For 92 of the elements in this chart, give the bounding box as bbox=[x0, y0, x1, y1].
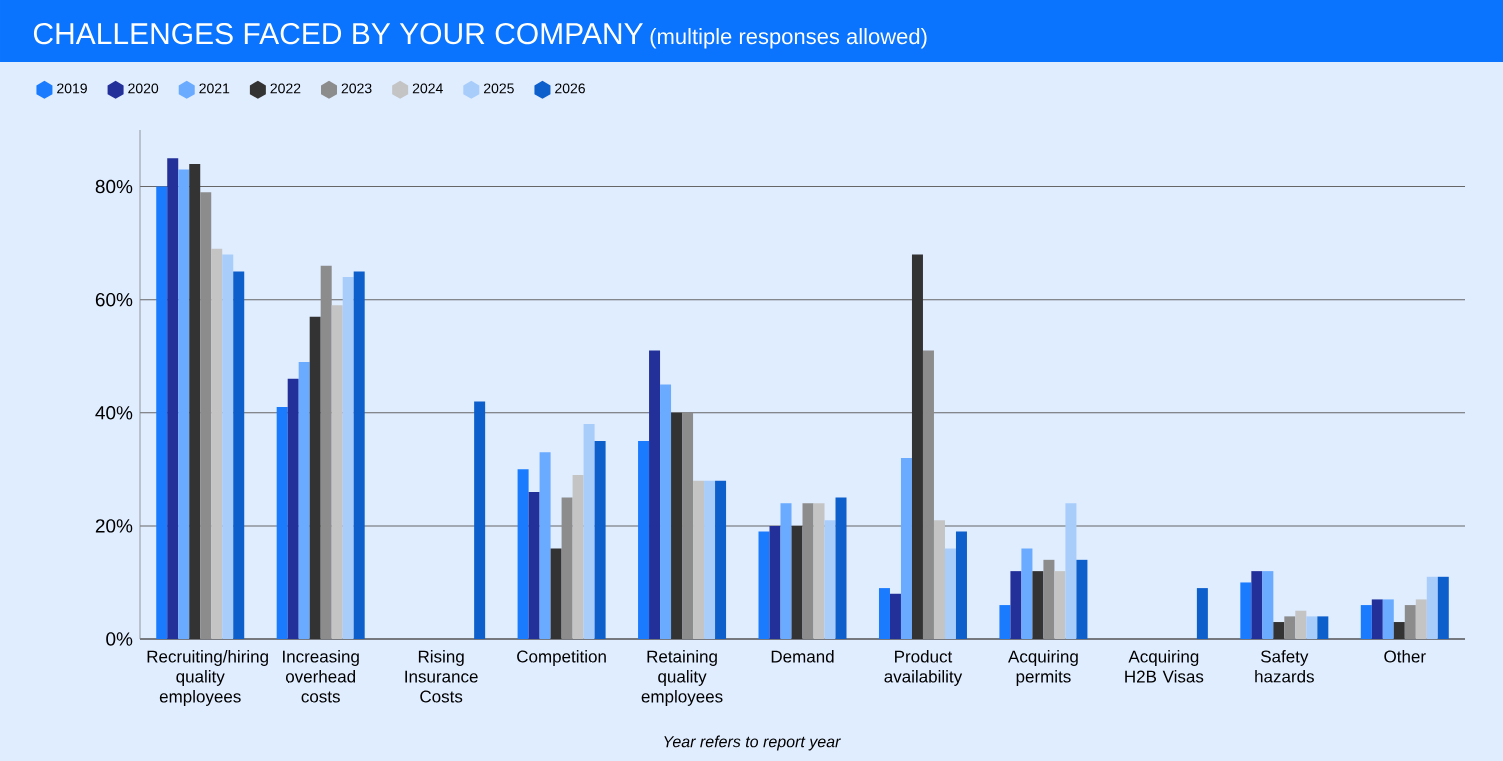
bar bbox=[693, 480, 705, 639]
bar bbox=[572, 474, 584, 639]
bar bbox=[780, 503, 792, 639]
legend-label: 2025 bbox=[484, 83, 514, 94]
bar bbox=[1404, 605, 1416, 639]
bar bbox=[933, 520, 945, 639]
text: Year refers to report year bbox=[664, 735, 841, 751]
bar bbox=[276, 407, 288, 639]
bar bbox=[353, 271, 365, 639]
bar bbox=[649, 350, 661, 639]
bar bbox=[539, 452, 551, 639]
bar bbox=[758, 531, 770, 639]
bar bbox=[233, 271, 245, 639]
bar bbox=[878, 588, 890, 639]
x-tick-label: Safety hazards bbox=[1255, 650, 1314, 683]
x-tick-label: Increasing overhead costs bbox=[283, 650, 359, 703]
x-tick-label: Recruiting/hiring quality employees bbox=[147, 650, 268, 706]
x-tick-label: Demand bbox=[771, 650, 834, 663]
bar bbox=[1415, 599, 1427, 639]
y-tick-label: 20% bbox=[95, 519, 133, 533]
bar bbox=[802, 503, 814, 639]
bar bbox=[1382, 599, 1394, 639]
legend-label: 2020 bbox=[128, 83, 159, 94]
bar bbox=[167, 158, 179, 639]
bar bbox=[1426, 576, 1438, 639]
bar bbox=[1021, 548, 1033, 639]
bar bbox=[1284, 616, 1296, 639]
bar bbox=[178, 169, 190, 639]
bar bbox=[342, 277, 354, 639]
bar bbox=[900, 458, 912, 639]
bar bbox=[222, 254, 234, 639]
bar bbox=[1076, 559, 1088, 639]
bar bbox=[955, 531, 967, 639]
y-tick-label: 80% bbox=[95, 179, 133, 194]
bar bbox=[1360, 605, 1372, 639]
bar bbox=[517, 469, 529, 639]
y-tick-label: 60% bbox=[95, 292, 133, 307]
bar bbox=[320, 265, 332, 639]
bar bbox=[704, 480, 716, 639]
bar bbox=[200, 192, 212, 639]
bar bbox=[528, 491, 540, 639]
bar bbox=[1251, 571, 1263, 639]
bar bbox=[298, 361, 310, 639]
bar bbox=[287, 378, 299, 639]
bar bbox=[1240, 582, 1252, 639]
bar bbox=[1262, 571, 1274, 639]
bar bbox=[813, 503, 825, 639]
bar bbox=[1295, 610, 1307, 639]
bar bbox=[1317, 616, 1329, 639]
bar bbox=[1065, 503, 1077, 639]
bar bbox=[331, 305, 343, 639]
x-tick-label: Rising Insurance Costs bbox=[405, 650, 478, 703]
y-tick-label: 0% bbox=[106, 632, 133, 646]
bar bbox=[715, 480, 727, 639]
x-tick-label: Retaining quality employees bbox=[641, 650, 723, 706]
bar bbox=[824, 520, 836, 639]
bar bbox=[1306, 616, 1318, 639]
x-tick-label: Acquiring permits bbox=[1008, 650, 1078, 686]
chart-subtitle: (multiple responses allowed) bbox=[650, 28, 927, 49]
x-tick-label: Product availability bbox=[884, 650, 963, 686]
bar bbox=[211, 248, 223, 639]
legend-label: 2019 bbox=[57, 83, 87, 94]
bar bbox=[835, 497, 847, 639]
legend-label: 2026 bbox=[555, 83, 585, 94]
bar bbox=[999, 605, 1011, 639]
bar bbox=[769, 525, 781, 639]
bar bbox=[922, 350, 934, 639]
bar bbox=[1043, 559, 1055, 639]
bar bbox=[1010, 571, 1022, 639]
legend-label: 2024 bbox=[412, 83, 443, 94]
bar bbox=[1054, 571, 1066, 639]
x-tick-label: Competition bbox=[517, 650, 606, 666]
bar bbox=[889, 593, 901, 639]
legend-label: 2023 bbox=[341, 83, 372, 94]
bar bbox=[474, 401, 486, 639]
y-tick-label: 40% bbox=[95, 406, 133, 420]
bar bbox=[944, 548, 956, 639]
legend-label: 2021 bbox=[199, 83, 230, 94]
x-tick-label: Acquiring H2B Visas bbox=[1125, 650, 1204, 683]
bar bbox=[156, 186, 168, 639]
bar bbox=[594, 441, 606, 639]
legend-label: 2022 bbox=[270, 83, 301, 94]
chart-title: CHALLENGES FACED BY YOUR COMPANY bbox=[33, 23, 643, 45]
bar bbox=[561, 497, 573, 639]
bar bbox=[1437, 576, 1449, 639]
bar bbox=[660, 384, 672, 639]
x-tick-label: Other bbox=[1384, 650, 1426, 663]
bar bbox=[638, 441, 650, 639]
bar bbox=[583, 424, 595, 639]
bar bbox=[682, 412, 694, 639]
bar bbox=[1371, 599, 1383, 639]
bar bbox=[1196, 588, 1208, 639]
